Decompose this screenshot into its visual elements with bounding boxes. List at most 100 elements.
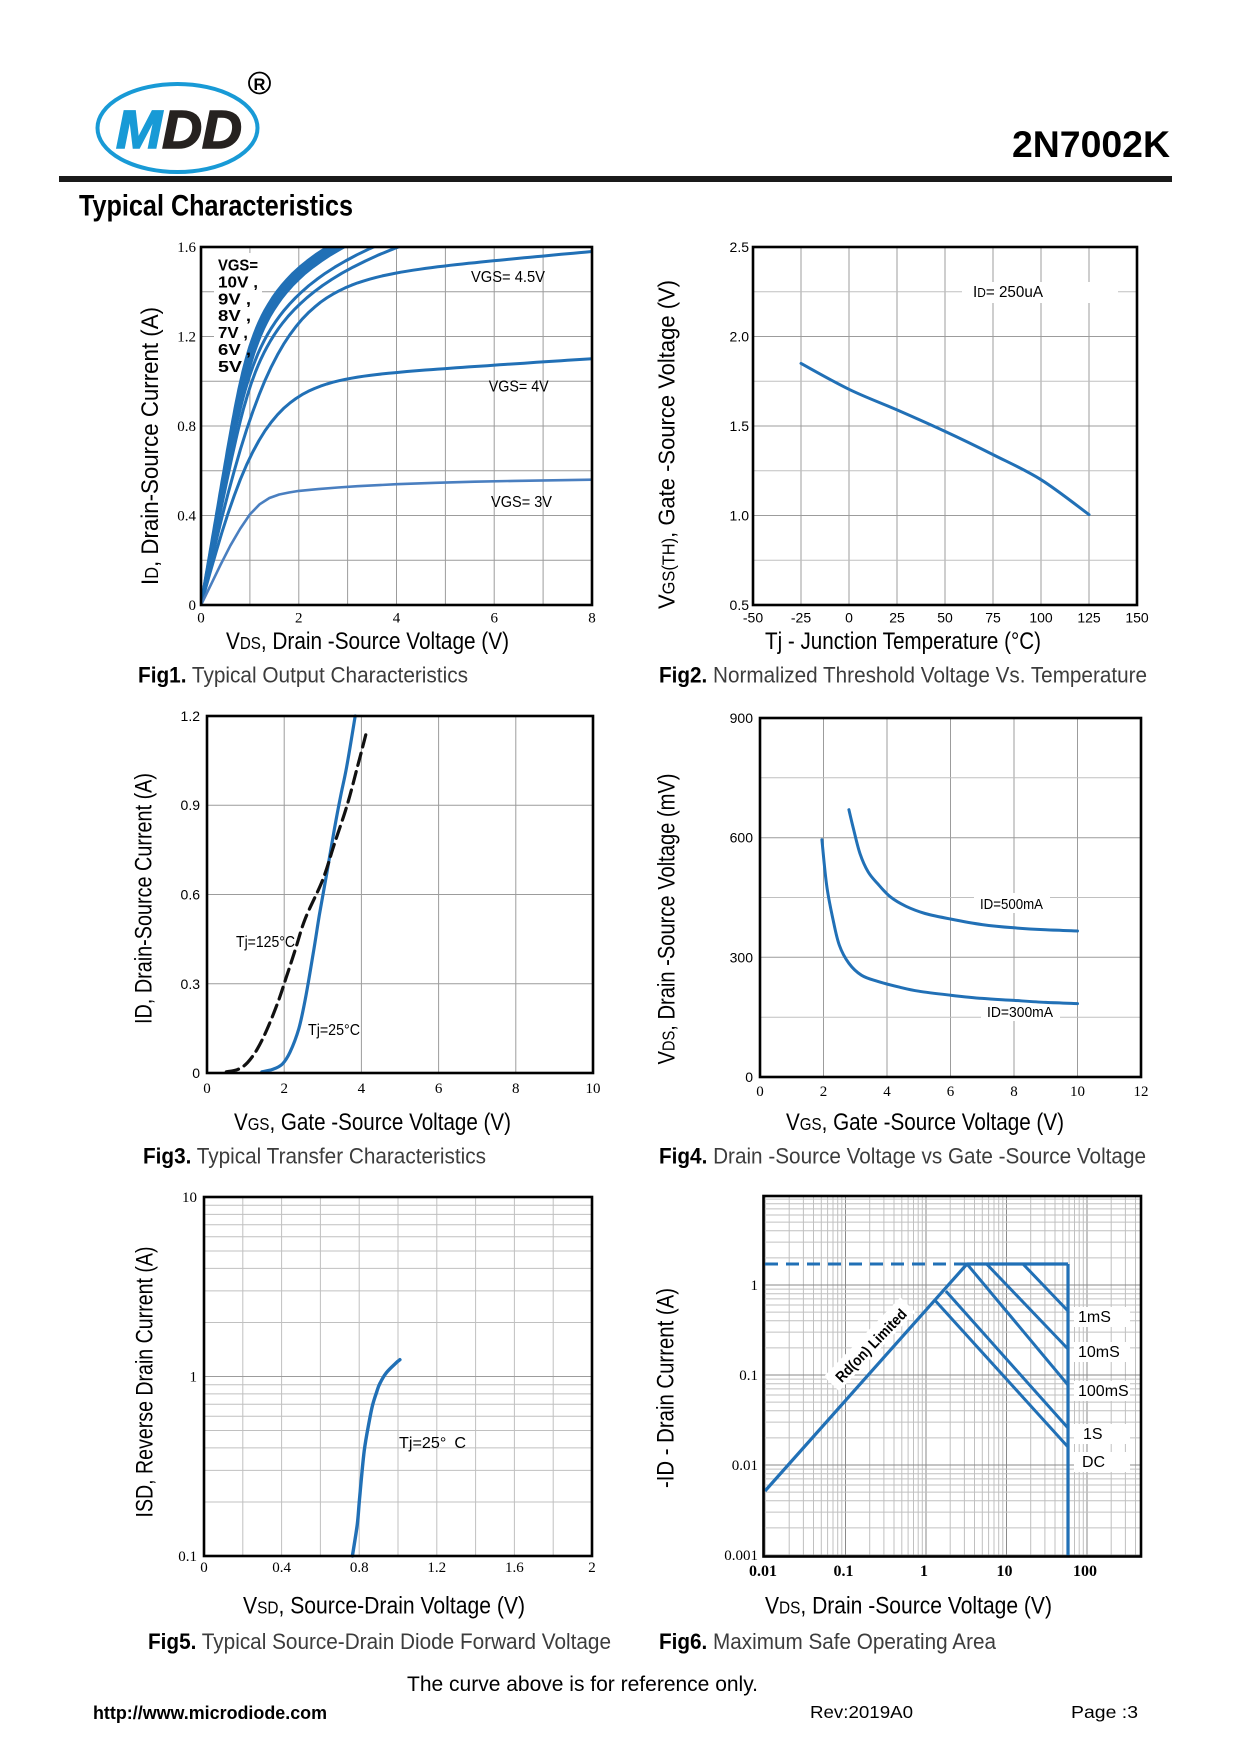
- svg-text:ID, Drain-Source Current (A): ID, Drain-Source Current (A): [131, 773, 158, 1024]
- svg-text:VDS, Drain -Source Voltage (V): VDS, Drain -Source Voltage (V): [765, 1593, 1052, 1620]
- svg-text:1.2: 1.2: [181, 708, 201, 724]
- svg-text:VGS(TH), Gate -Source Voltage: VGS(TH), Gate -Source Voltage (V): [654, 280, 680, 609]
- svg-text:4: 4: [358, 1081, 366, 1097]
- svg-text:0.8: 0.8: [177, 419, 196, 435]
- svg-text:0.01: 0.01: [732, 1458, 758, 1474]
- svg-text:VGS, Gate -Source Voltage (V): VGS, Gate -Source Voltage (V): [234, 1109, 511, 1136]
- svg-text:R: R: [254, 76, 266, 94]
- svg-text:Typical Characteristics: Typical Characteristics: [79, 190, 353, 223]
- svg-text:2.5: 2.5: [730, 239, 750, 255]
- svg-text:1.2: 1.2: [427, 1560, 446, 1576]
- svg-text:1.6: 1.6: [505, 1560, 524, 1576]
- svg-text:0: 0: [745, 1069, 753, 1085]
- svg-text:6: 6: [435, 1081, 443, 1097]
- svg-text:0.6: 0.6: [181, 887, 201, 903]
- svg-text:100mS: 100mS: [1078, 1383, 1129, 1400]
- svg-text:6: 6: [490, 611, 498, 627]
- svg-text:ID=500mA: ID=500mA: [980, 897, 1043, 913]
- svg-text:-50: -50: [743, 610, 763, 626]
- svg-text:12: 12: [1134, 1084, 1149, 1100]
- svg-text:VGS= 3V: VGS= 3V: [491, 494, 552, 511]
- svg-text:8: 8: [588, 611, 596, 627]
- svg-text:8: 8: [1010, 1084, 1018, 1100]
- svg-text:VGS, Gate -Source Voltage (V): VGS, Gate -Source Voltage (V): [786, 1109, 1064, 1136]
- svg-text:900: 900: [730, 710, 754, 726]
- svg-text:0.1: 0.1: [834, 1563, 854, 1580]
- svg-text:10: 10: [182, 1190, 197, 1206]
- svg-text:25: 25: [889, 610, 905, 626]
- svg-text:0.01: 0.01: [749, 1563, 777, 1580]
- svg-text:Fig4. Drain -Source Voltage vs: Fig4. Drain -Source Voltage vs Gate -Sou…: [659, 1144, 1146, 1169]
- svg-text:2: 2: [295, 611, 303, 627]
- svg-text:5V: 5V: [218, 359, 242, 376]
- svg-text:10: 10: [586, 1081, 601, 1097]
- svg-text:Fig1. Typical Output Character: Fig1. Typical Output Characteristics: [138, 663, 468, 688]
- svg-text:0: 0: [845, 610, 853, 626]
- svg-text:Rev:2019A0: Rev:2019A0: [810, 1702, 913, 1722]
- svg-text:0: 0: [200, 1560, 208, 1576]
- svg-text:VGS= 4V: VGS= 4V: [489, 378, 549, 395]
- svg-text:9V ,: 9V ,: [218, 291, 251, 308]
- svg-text:VDS, Drain -Source Voltage (V): VDS, Drain -Source Voltage (V): [226, 628, 509, 655]
- svg-text:0: 0: [756, 1084, 764, 1100]
- svg-text:10: 10: [1070, 1084, 1085, 1100]
- svg-text:600: 600: [730, 830, 754, 846]
- svg-text:0.1: 0.1: [178, 1549, 197, 1565]
- svg-text:100: 100: [1073, 1563, 1097, 1580]
- svg-text:7V ,: 7V ,: [218, 325, 248, 342]
- svg-text:75: 75: [985, 610, 1001, 626]
- svg-text:2: 2: [588, 1560, 596, 1576]
- svg-text:150: 150: [1125, 610, 1149, 626]
- svg-text:ID=300mA: ID=300mA: [987, 1005, 1053, 1021]
- svg-text:0.5: 0.5: [730, 597, 750, 613]
- svg-text:-ID - Drain Current (A): -ID - Drain Current (A): [653, 1288, 680, 1488]
- svg-text:Tj=25° C: Tj=25° C: [399, 1435, 466, 1452]
- svg-text:Tj=25°C: Tj=25°C: [308, 1022, 360, 1039]
- svg-text:Tj=125°C: Tj=125°C: [236, 934, 295, 951]
- svg-text:4: 4: [883, 1084, 891, 1100]
- svg-text:300: 300: [730, 949, 754, 965]
- svg-text:4: 4: [393, 611, 401, 627]
- svg-text:0.1: 0.1: [739, 1368, 758, 1384]
- svg-text:1.6: 1.6: [177, 240, 196, 256]
- svg-text:0.4: 0.4: [177, 509, 196, 525]
- svg-text:6V ,: 6V ,: [218, 342, 251, 359]
- svg-text:VDS, Drain -Source Voltage (mV: VDS, Drain -Source Voltage (mV): [654, 774, 681, 1065]
- svg-text:1.2: 1.2: [177, 330, 196, 346]
- svg-text:1: 1: [751, 1278, 759, 1294]
- svg-text:10V ,: 10V ,: [218, 274, 258, 291]
- svg-text:ISD, Reverse Drain Current (A): ISD, Reverse Drain Current (A): [132, 1247, 159, 1518]
- svg-text:The curve above is for referen: The curve above is for reference only.: [407, 1673, 758, 1696]
- svg-text:Fig2. Normalized Threshold Vol: Fig2. Normalized Threshold Voltage Vs. T…: [659, 663, 1147, 688]
- svg-text:VSD, Source-Drain Voltage (V): VSD, Source-Drain Voltage (V): [243, 1593, 525, 1620]
- svg-text:1S: 1S: [1083, 1426, 1103, 1443]
- svg-text:10: 10: [997, 1563, 1013, 1580]
- svg-text:Fig3. Typical Transfer Charact: Fig3. Typical Transfer Characteristics: [143, 1144, 486, 1169]
- svg-text:2: 2: [280, 1081, 288, 1097]
- svg-text:0: 0: [192, 1065, 200, 1081]
- svg-text:8V ,: 8V ,: [218, 308, 251, 325]
- svg-text:http://www.microdiode.com: http://www.microdiode.com: [93, 1703, 327, 1723]
- svg-text:125: 125: [1077, 610, 1101, 626]
- svg-text:0.8: 0.8: [350, 1560, 369, 1576]
- svg-text:1.0: 1.0: [730, 508, 750, 524]
- svg-text:100: 100: [1029, 610, 1053, 626]
- svg-text:1mS: 1mS: [1078, 1309, 1111, 1326]
- svg-text:Fig6. Maximum Safe Operating A: Fig6. Maximum Safe Operating Area: [659, 1629, 997, 1654]
- svg-text:Page :3: Page :3: [1071, 1702, 1138, 1722]
- svg-text:0.001: 0.001: [724, 1548, 758, 1564]
- svg-text:0.3: 0.3: [181, 976, 201, 992]
- svg-text:0.4: 0.4: [272, 1560, 291, 1576]
- svg-text:0: 0: [189, 598, 197, 614]
- svg-text:0: 0: [203, 1081, 211, 1097]
- svg-text:50: 50: [937, 610, 953, 626]
- svg-text:MDD: MDD: [116, 100, 242, 160]
- svg-text:DC: DC: [1082, 1454, 1105, 1471]
- svg-text:1: 1: [190, 1370, 198, 1386]
- svg-text:10mS: 10mS: [1078, 1344, 1120, 1361]
- svg-text:2N7002K: 2N7002K: [1012, 124, 1170, 165]
- svg-text:0: 0: [197, 611, 205, 627]
- svg-text:VGS= 4.5V: VGS= 4.5V: [471, 269, 545, 286]
- svg-text:VGS=: VGS=: [218, 258, 258, 275]
- svg-text:1: 1: [920, 1563, 928, 1580]
